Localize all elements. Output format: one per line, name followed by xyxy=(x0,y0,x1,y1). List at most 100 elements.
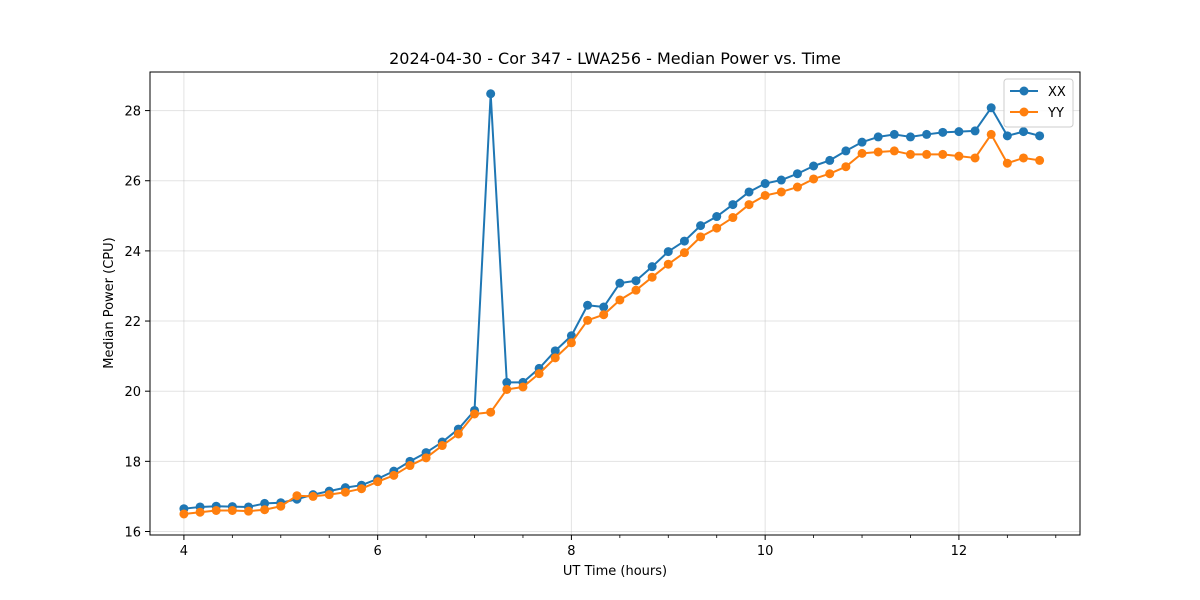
grid-lines xyxy=(150,72,1080,535)
data-point-yy xyxy=(922,149,932,159)
axis-ticks: 4 6 8 10 12 16 18 20 22 24 26 28 xyxy=(124,105,1057,559)
data-point-yy xyxy=(647,272,657,282)
data-point-xx xyxy=(744,187,754,197)
data-point-xx xyxy=(615,278,625,288)
data-point-yy xyxy=(615,295,625,305)
data-point-yy xyxy=(583,315,593,325)
data-point-yy xyxy=(663,259,673,269)
data-point-xx xyxy=(550,346,560,356)
data-point-yy xyxy=(518,382,528,392)
data-point-yy xyxy=(905,149,915,159)
data-point-yy xyxy=(776,187,786,197)
data-point-yy xyxy=(243,506,253,516)
data-point-yy xyxy=(421,453,431,463)
data-point-yy xyxy=(712,223,722,233)
data-point-yy xyxy=(389,470,399,480)
legend-label-xx: XX xyxy=(1048,85,1066,100)
data-point-xx xyxy=(1035,131,1045,141)
axes-frame xyxy=(149,71,1081,536)
data-point-xx xyxy=(760,179,770,189)
data-point-yy xyxy=(696,232,706,242)
data-point-xx xyxy=(954,127,964,137)
data-point-yy xyxy=(373,477,383,487)
data-point-xx xyxy=(486,89,496,99)
data-point-xx xyxy=(583,300,593,310)
data-point-yy xyxy=(260,505,270,515)
data-point-yy xyxy=(809,174,819,184)
data-point-xx xyxy=(663,247,673,257)
data-point-yy xyxy=(566,338,576,348)
x-tick-label: 6 xyxy=(374,544,382,559)
data-point-xx xyxy=(631,276,641,286)
data-point-xx xyxy=(905,132,915,142)
data-point-xx xyxy=(696,221,706,231)
data-point-yy xyxy=(857,148,867,158)
data-point-xx xyxy=(986,103,996,113)
y-tick-label: 22 xyxy=(124,315,141,330)
y-tick-label: 18 xyxy=(124,455,141,470)
data-point-yy xyxy=(1018,153,1028,163)
data-point-xx xyxy=(647,262,657,272)
data-point-xx xyxy=(841,146,851,156)
data-point-xx xyxy=(873,132,883,142)
data-point-xx xyxy=(776,175,786,185)
data-point-xx xyxy=(970,126,980,136)
data-point-xx xyxy=(792,169,802,179)
data-point-yy xyxy=(308,491,318,501)
data-point-yy xyxy=(195,507,205,517)
data-point-xx xyxy=(1002,131,1012,141)
data-point-yy xyxy=(679,248,689,258)
data-point-yy xyxy=(889,146,899,156)
data-point-yy xyxy=(954,151,964,161)
data-point-yy xyxy=(873,147,883,157)
data-point-yy xyxy=(211,505,221,515)
data-point-xx xyxy=(1018,127,1028,137)
data-point-xx xyxy=(889,129,899,139)
x-axis-label: UT Time (hours) xyxy=(563,564,667,579)
data-point-yy xyxy=(357,484,367,494)
data-point-xx xyxy=(728,200,738,210)
y-axis-label: Median Power (CPU) xyxy=(102,237,117,368)
data-point-yy xyxy=(599,310,609,320)
x-tick-label: 8 xyxy=(567,544,575,559)
data-point-xx xyxy=(922,129,932,139)
x-tick-label: 10 xyxy=(757,544,774,559)
data-point-yy xyxy=(486,407,496,417)
data-point-xx xyxy=(260,498,270,508)
data-point-xx xyxy=(809,161,819,171)
data-point-yy xyxy=(841,162,851,172)
data-point-yy xyxy=(470,409,480,419)
data-point-yy xyxy=(938,149,948,159)
data-point-yy xyxy=(437,441,447,451)
data-point-yy xyxy=(550,353,560,363)
data-point-yy xyxy=(324,490,334,500)
data-point-xx xyxy=(857,137,867,147)
data-point-yy xyxy=(227,505,237,515)
data-point-yy xyxy=(986,129,996,139)
data-point-yy xyxy=(760,190,770,200)
y-tick-label: 24 xyxy=(124,245,141,260)
chart-title: 2024-04-30 - Cor 347 - LWA256 - Median P… xyxy=(389,49,841,68)
data-point-xx xyxy=(825,155,835,165)
legend-label-yy: YY xyxy=(1047,106,1064,121)
data-point-yy xyxy=(1002,158,1012,168)
x-tick-label: 12 xyxy=(951,544,968,559)
data-point-yy xyxy=(405,461,415,471)
data-point-yy xyxy=(534,369,544,379)
data-point-yy xyxy=(179,509,189,519)
data-point-yy xyxy=(744,200,754,210)
data-point-yy xyxy=(825,169,835,179)
data-point-yy xyxy=(631,285,641,295)
data-point-xx xyxy=(679,236,689,246)
legend: XX YY xyxy=(1003,78,1074,128)
data-point-xx xyxy=(502,377,512,387)
data-point-yy xyxy=(453,429,463,439)
y-tick-label: 16 xyxy=(124,525,141,540)
legend-marker-yy xyxy=(1019,107,1029,117)
series-yy xyxy=(179,129,1045,519)
data-point-yy xyxy=(276,501,286,511)
y-tick-label: 26 xyxy=(124,175,141,190)
x-tick-label: 4 xyxy=(180,544,188,559)
data-point-yy xyxy=(728,213,738,223)
